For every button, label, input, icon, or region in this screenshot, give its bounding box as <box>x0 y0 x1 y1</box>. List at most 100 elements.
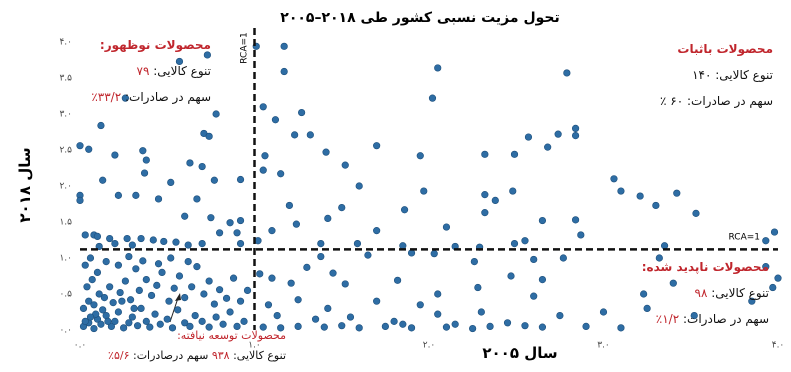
point <box>205 277 213 285</box>
point <box>102 258 110 266</box>
point <box>554 130 562 138</box>
quadrant-line: سهم در صادرات: ۶۰ ٪ <box>660 88 773 114</box>
point <box>154 260 163 268</box>
point <box>273 312 281 320</box>
point <box>306 131 314 139</box>
note-value: ۱/۲٪ <box>655 312 680 326</box>
point <box>373 227 381 235</box>
point <box>491 196 499 204</box>
note-value: ۳۳/۲٪ <box>91 90 122 104</box>
point <box>236 240 245 248</box>
point <box>142 156 150 164</box>
point <box>151 310 159 318</box>
x-tick-label: ۰.۰ <box>74 341 87 351</box>
point <box>355 324 363 332</box>
point <box>222 294 231 302</box>
quadrant-line: سهم در صادرات: ۱/۲٪ <box>642 306 769 332</box>
point <box>167 254 175 262</box>
point <box>324 214 332 222</box>
point <box>530 292 538 300</box>
point <box>416 301 424 309</box>
note-label: تنوع کالایی: <box>711 286 769 300</box>
point <box>158 268 166 277</box>
point <box>373 297 381 305</box>
point <box>142 317 150 325</box>
point <box>149 236 157 244</box>
point <box>507 272 515 280</box>
point <box>188 283 196 291</box>
point <box>430 250 438 258</box>
point <box>147 291 156 300</box>
point <box>79 304 88 313</box>
point <box>142 276 150 284</box>
point <box>264 301 273 309</box>
point <box>748 297 756 305</box>
point <box>153 281 161 289</box>
point <box>140 169 149 177</box>
point <box>692 209 700 217</box>
point <box>294 322 302 331</box>
point <box>216 286 224 294</box>
quadrant-title: محصولات باثبات <box>677 42 773 56</box>
point <box>481 150 489 158</box>
y-tick-label: ۱.۰ <box>59 254 72 264</box>
point <box>76 196 84 204</box>
point <box>259 166 267 174</box>
point <box>469 324 477 333</box>
point <box>509 187 517 195</box>
point <box>107 322 116 331</box>
point <box>762 237 770 245</box>
x-tick-label: ۲.۰ <box>423 341 436 351</box>
point <box>338 322 346 330</box>
point <box>481 209 489 217</box>
point <box>636 192 644 200</box>
point <box>203 51 211 59</box>
point <box>407 324 416 332</box>
point <box>172 238 180 246</box>
point <box>226 219 234 227</box>
point <box>111 317 119 325</box>
point <box>393 276 402 284</box>
point <box>470 258 478 266</box>
point <box>477 308 485 316</box>
note-label: سهم در صادرات: <box>683 312 769 326</box>
point <box>640 290 648 298</box>
point <box>400 206 409 214</box>
note-label: سهم درصادرات: <box>133 349 209 362</box>
point <box>181 212 189 220</box>
point <box>317 252 325 261</box>
x-tick-label: ۴.۰ <box>772 341 785 351</box>
point <box>303 263 311 271</box>
point <box>416 152 424 160</box>
point <box>226 308 234 316</box>
point <box>451 320 459 328</box>
point <box>90 301 98 309</box>
point <box>563 69 571 77</box>
point <box>320 323 328 331</box>
point <box>121 277 129 285</box>
point <box>198 162 206 171</box>
point <box>97 121 105 130</box>
note-value: ۱۴۰ <box>692 68 712 82</box>
point <box>165 297 173 305</box>
y-tick-label: ۰.۵ <box>59 290 72 300</box>
x-tick-label: ۱.۰ <box>248 341 261 351</box>
point <box>191 312 199 320</box>
point <box>690 312 698 320</box>
note-label: تنوع کالایی: <box>233 349 286 362</box>
point <box>86 254 95 262</box>
quadrant-line: سهم در صادرات: ۳۳/۲٪ <box>91 84 211 110</box>
point <box>139 147 147 155</box>
y-tick-label: ۳.۵ <box>59 74 72 84</box>
point <box>544 143 552 151</box>
point <box>294 296 302 304</box>
x-axis-label: سال ۲۰۰۵ <box>482 344 557 362</box>
point <box>236 216 245 225</box>
point <box>100 294 109 302</box>
chart-title: تحول مزیت نسبی کشور طی ۲۰۱۸–۲۰۰۵ <box>280 10 559 26</box>
point <box>571 132 580 140</box>
point <box>669 279 677 287</box>
point <box>617 187 625 195</box>
point <box>442 323 451 331</box>
